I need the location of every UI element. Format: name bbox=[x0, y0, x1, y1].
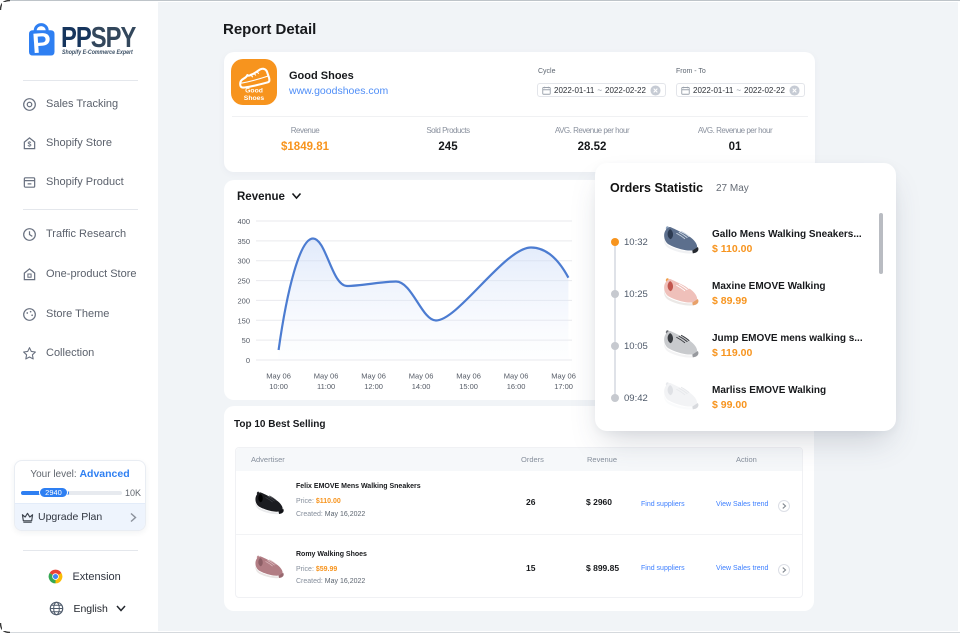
svg-text:12:00: 12:00 bbox=[364, 382, 383, 391]
svg-text:May 06: May 06 bbox=[456, 372, 481, 381]
svg-text:May 06: May 06 bbox=[266, 372, 291, 381]
svg-text:200: 200 bbox=[237, 296, 250, 305]
svg-text:Shoes: Shoes bbox=[244, 95, 265, 102]
svg-text:17:00: 17:00 bbox=[554, 382, 573, 391]
svg-text:150: 150 bbox=[237, 316, 250, 325]
svg-text:0: 0 bbox=[246, 356, 250, 365]
svg-text:P: P bbox=[31, 27, 52, 59]
svg-text:Good: Good bbox=[245, 88, 263, 95]
svg-text:May 06: May 06 bbox=[551, 372, 576, 381]
svg-text:16:00: 16:00 bbox=[507, 382, 526, 391]
svg-text:May 06: May 06 bbox=[504, 372, 529, 381]
svg-text:15:00: 15:00 bbox=[459, 382, 478, 391]
svg-text:11:00: 11:00 bbox=[317, 382, 335, 391]
svg-text:10:00: 10:00 bbox=[269, 382, 288, 391]
svg-text:May 06: May 06 bbox=[314, 372, 339, 381]
svg-text:May 06: May 06 bbox=[409, 372, 434, 381]
svg-text:$: $ bbox=[28, 141, 32, 148]
svg-text:250: 250 bbox=[237, 277, 250, 286]
svg-text:May 06: May 06 bbox=[361, 372, 386, 381]
svg-text:14:00: 14:00 bbox=[412, 382, 431, 391]
svg-text:350: 350 bbox=[237, 237, 250, 246]
svg-text:400: 400 bbox=[237, 217, 250, 226]
svg-text:300: 300 bbox=[237, 257, 250, 266]
svg-text:50: 50 bbox=[242, 336, 250, 345]
